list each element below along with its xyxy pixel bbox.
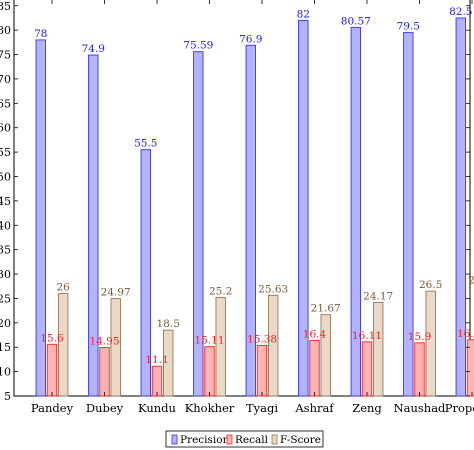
value-label-f-score-proposed: 27.47 <box>468 274 474 286</box>
value-label-f-score-kundu: 18.5 <box>157 318 180 330</box>
y-tick-label-45: 45 <box>0 195 11 208</box>
value-label-f-score-pandey: 26 <box>57 282 71 294</box>
bar-recall-proposed <box>466 339 474 397</box>
bar-precision-proposed <box>455 17 466 397</box>
plot-frame <box>13 0 471 397</box>
value-label-recall-pandey: 15.6 <box>40 332 64 344</box>
legend-swatch-precision <box>171 434 178 445</box>
bar-precision-ashraf <box>298 19 309 397</box>
value-label-precision-dubey: 74.9 <box>82 43 105 55</box>
x-tick-label-zeng: Zeng <box>352 401 382 415</box>
legend-label-f-score: F-Score <box>280 434 321 446</box>
bar-f-score-kundu <box>162 329 174 397</box>
bar-f-score-dubey <box>110 298 121 397</box>
y-tick-label-35: 35 <box>0 244 11 257</box>
bar-f-score-zeng <box>373 302 384 397</box>
legend[interactable]: Precision Recall F-Score <box>165 430 324 448</box>
bar-precision-khokher <box>193 51 204 397</box>
bar-recall-naushad <box>414 342 425 397</box>
y-tick-label-65: 65 <box>0 97 11 110</box>
bar-precision-kundu <box>140 149 152 397</box>
bar-recall-khokher <box>204 346 215 397</box>
y-tick-label-40: 40 <box>0 219 11 232</box>
legend-swatch-f-score <box>271 434 278 445</box>
bar-recall-kundu <box>151 365 163 397</box>
y-axis: 5 10 15 20 25 30 35 40 45 50 55 60 65 70 75 80 85 <box>0 0 470 403</box>
bar-recall-tyagi <box>256 344 268 397</box>
bar-f-score-pandey <box>58 293 69 397</box>
bar-precision-naushad <box>403 32 414 397</box>
x-tick-label-ashraf: Ashraf <box>294 401 334 415</box>
value-label-precision-khokher: 75.59 <box>183 40 213 52</box>
x-axis: Pandey Dubey Kundu Khokher Tyagi Ashraf Zeng Na… <box>31 0 474 415</box>
bar-recall-dubey <box>99 347 110 397</box>
bar-precision-tyagi <box>245 44 257 397</box>
value-label-f-score-ashraf: 21.67 <box>311 303 341 315</box>
value-label-f-score-khokher: 25.2 <box>209 285 232 297</box>
x-tick-label-khokher: Khokher <box>185 401 235 415</box>
value-label-recall-dubey: 14.95 <box>89 335 119 347</box>
bar-precision-pandey <box>35 39 46 397</box>
bar-precision-zeng <box>350 26 361 397</box>
bar-precision-dubey <box>88 54 99 397</box>
x-tick-label-pandey: Pandey <box>31 401 74 415</box>
value-label-precision-naushad: 79.5 <box>397 21 420 33</box>
value-label-precision-kundu: 55.5 <box>134 138 157 150</box>
value-label-recall-proposed: 16.52 <box>457 328 474 340</box>
value-labels-layer: 78 15.6 26 74.9 14.95 24.97 55.5 11.1 18.5 75.59 1… <box>34 6 474 366</box>
x-tick-label-tyagi: Tyagi <box>246 401 278 415</box>
legend-swatch-recall <box>226 434 233 445</box>
value-label-precision-pandey: 78 <box>34 28 47 40</box>
legend-label-recall: Recall <box>235 434 269 446</box>
bar-f-score-ashraf <box>320 314 331 397</box>
value-label-recall-naushad: 15.9 <box>408 331 431 343</box>
value-label-precision-zeng: 80.57 <box>341 15 371 27</box>
value-label-precision-tyagi: 76.9 <box>239 33 262 45</box>
y-tick-label-10: 10 <box>0 366 11 379</box>
x-tick-label-kundu: Kundu <box>138 401 176 415</box>
y-tick-label-25: 25 <box>0 292 11 305</box>
value-label-f-score-naushad: 26.5 <box>419 279 442 291</box>
value-label-precision-ashraf: 82 <box>297 8 310 20</box>
y-tick-label-60: 60 <box>0 122 11 135</box>
value-label-recall-tyagi: 15.38 <box>247 333 277 345</box>
y-tick-label-80: 80 <box>0 24 11 37</box>
bars-layer <box>35 17 474 397</box>
y-tick-label-50: 50 <box>0 170 11 183</box>
y-tick-label-70: 70 <box>0 73 11 86</box>
y-tick-label-15: 15 <box>0 341 11 354</box>
y-tick-label-30: 30 <box>0 268 11 281</box>
y-tick-label-55: 55 <box>0 146 11 159</box>
value-label-recall-zeng: 16.11 <box>352 330 382 342</box>
value-label-precision-proposed: 82.5 <box>449 6 472 18</box>
legend-label-precision: Precision <box>180 434 230 446</box>
value-label-f-score-tyagi: 25.63 <box>258 283 288 295</box>
value-label-recall-khokher: 15.11 <box>194 335 224 347</box>
value-label-recall-ashraf: 16.4 <box>303 328 327 340</box>
value-label-f-score-zeng: 24.17 <box>363 290 393 302</box>
x-tick-label-naushad: Naushad <box>394 401 446 415</box>
y-tick-label-85: 85 <box>0 0 11 13</box>
value-label-f-score-dubey: 24.97 <box>101 287 131 299</box>
bar-recall-ashraf <box>309 339 320 397</box>
y-tick-label-5: 5 <box>4 390 11 403</box>
bar-f-score-tyagi <box>268 294 279 397</box>
y-tick-label-75: 75 <box>0 49 11 62</box>
bar-f-score-khokher <box>215 297 226 397</box>
legend-box <box>165 430 324 448</box>
bar-recall-pandey <box>46 343 58 397</box>
bar-f-score-naushad <box>425 290 436 397</box>
y-tick-label-20: 20 <box>0 317 11 330</box>
value-label-recall-kundu: 11.1 <box>145 354 168 366</box>
bar-recall-zeng <box>361 341 373 397</box>
x-tick-label-dubey: Dubey <box>86 401 124 415</box>
x-tick-label-proposed: Proposed <box>445 401 474 415</box>
